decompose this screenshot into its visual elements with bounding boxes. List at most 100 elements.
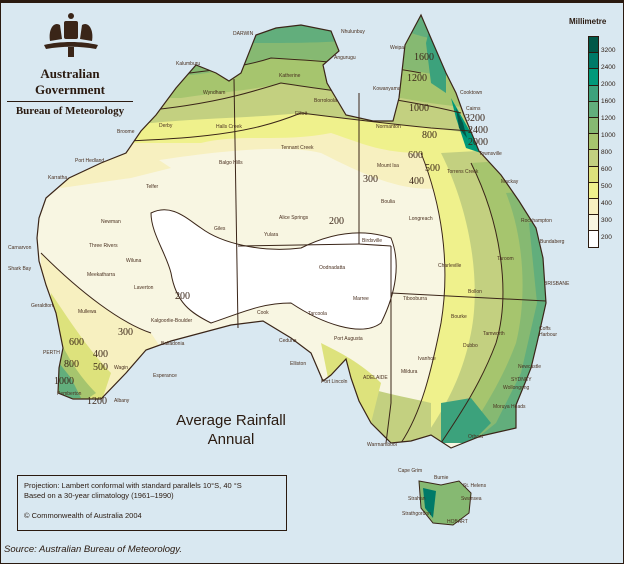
city-label: Boulia [381,199,395,205]
city-label: Mullewa [78,309,97,315]
government-logo: Australian Government Bureau of Meteorol… [7,11,133,117]
city-label: Bourke [451,314,467,320]
state-borders [233,78,547,444]
coat-of-arms-icon [44,13,98,57]
city-label: Ceduna [279,338,297,344]
legend-swatch [589,69,598,86]
city-label: Port Hedland [75,158,105,164]
city-label: HOBART [447,519,468,525]
climatology-text: Based on a 30-year climatology (1961–199… [24,491,174,500]
city-label: Normanton [376,124,401,130]
city-label: Mackay [501,179,519,185]
city-label: Mildura [401,369,418,375]
city-label: Tibooburra [403,296,427,302]
city-label: Charleville [438,263,462,269]
contour-label: 800 [422,130,437,141]
city-label: Angurugu [334,55,356,61]
city-label: Oodnadatta [319,265,346,271]
legend-swatch [589,166,598,183]
city-label: Torrens Creek [447,169,479,175]
city-label: Bollon [468,289,482,295]
contour-label: 1000 [54,376,74,387]
city-label: Wollongong [503,385,530,391]
legend-swatch [589,182,598,199]
city-label: Strahan [408,496,426,502]
city-label: Coffs Harbour [539,326,558,338]
city-label: Balgo Hills [219,160,243,166]
contour-label: 400 [93,349,108,360]
city-label: Nhulunbuy [341,29,365,35]
city-label: Tennant Creek [281,145,314,151]
map-title: Average Rainfall Annual [161,411,301,449]
city-label: Meekatharra [87,272,116,278]
city-label: Longreach [409,216,433,222]
city-label: Kalgoorlie-Boulder [151,318,193,324]
contour-label: 1600 [414,52,434,63]
city-label: Yulara [264,232,279,238]
projection-info-box: Projection: Lambert conformal with stand… [17,475,287,531]
city-label: BRISBANE [544,281,570,287]
city-label: Derby [159,123,173,129]
contour-label: 500 [425,163,440,174]
legend-swatch [589,101,598,118]
city-label: Cape Grim [398,468,423,474]
city-label: Balladonia [161,341,185,347]
city-label: Rockhampton [521,218,552,224]
city-label: Taroom [497,256,514,262]
city-label: Carnarvon [8,245,32,251]
legend-swatch [589,134,598,151]
city-label: Wiluna [126,258,142,264]
city-label: Three Rivers [89,243,118,249]
contour-label: 800 [64,359,79,370]
contour-label: 3200 [465,113,485,124]
contour-label: 300 [118,327,133,338]
contour-label: 1200 [407,73,427,84]
legend-swatch [589,85,598,102]
legend-swatch [589,117,598,135]
legend-label: 600 [601,166,612,173]
legend-swatch [589,150,598,167]
city-label: Cairns [466,106,481,112]
legend-label: 800 [601,149,612,156]
legend-label: 300 [601,217,612,224]
city-label: ADELAIDE [363,375,388,381]
city-label: Warrnambool [367,442,397,448]
copyright-text: © Commonwealth of Australia 2004 [24,511,142,520]
contour-label: 300 [363,174,378,185]
city-label: Strathgordon [402,511,431,517]
legend-swatch [589,53,598,70]
city-label: Halls Creek [216,124,242,130]
city-label: Tamworth [483,331,505,337]
source-caption: Source: Australian Bureau of Meteorology… [4,544,182,555]
city-label: Mount Isa [377,163,399,169]
city-label: Dubbo [463,343,478,349]
city-label: Elliott [295,111,308,117]
city-label: Giles [214,226,226,232]
city-label: Wagin [114,365,128,371]
legend-label: 200 [601,234,612,241]
city-label: Newman [101,219,121,225]
bureau-name: Bureau of Meteorology [15,105,125,117]
contour-label: 400 [409,176,424,187]
legend-swatch [589,231,598,248]
legend-label: 2400 [601,64,616,71]
legend-swatch [589,198,598,216]
city-label: Port Lincoln [321,379,348,385]
city-label: Kowanyama [373,86,401,92]
legend-colorbar [588,36,599,249]
city-label: Kalumburu [176,61,201,67]
contour-label: 1200 [87,396,107,407]
city-label: Geraldton [31,303,53,309]
tasmania-wet-zone [423,488,436,518]
contour-label: 500 [93,362,108,373]
legend-label: 400 [601,200,612,207]
city-label: Laverton [134,285,154,291]
city-label: Alice Springs [279,215,309,221]
legend-label: 1200 [601,115,616,122]
australia-map [36,14,547,526]
legend-label: 1000 [601,132,616,139]
contour-label: 2400 [468,125,488,136]
city-label: SYDNEY [511,377,532,383]
city-label: Newcastle [518,364,542,370]
